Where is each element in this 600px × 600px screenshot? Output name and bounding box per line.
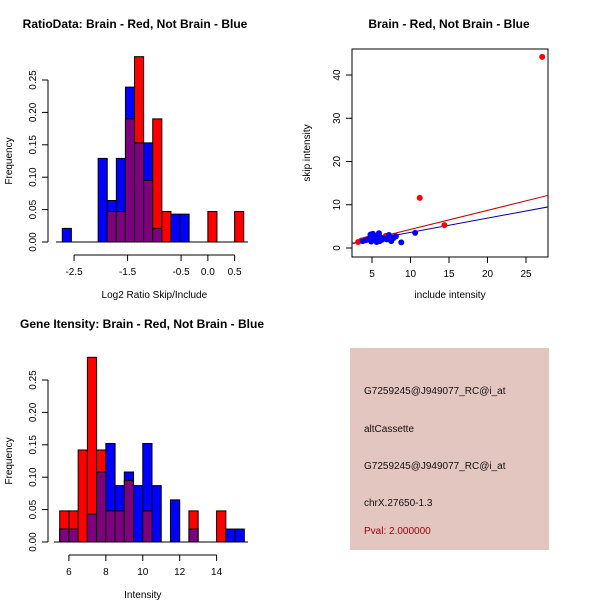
- y-tick-label: 0.15: [28, 135, 39, 155]
- y-tick-label: 0.00: [28, 232, 39, 252]
- y-tick-label: 40: [332, 69, 343, 81]
- bar-brain: [207, 211, 218, 243]
- bar-not-brain: [133, 485, 144, 543]
- y-axis-label: skip intensity: [302, 124, 313, 181]
- y-tick-label: 0: [332, 245, 343, 251]
- point-not-brain: [385, 232, 392, 239]
- bar-not-brain: [234, 528, 245, 543]
- point-not-brain: [368, 238, 375, 245]
- point-not-brain: [376, 238, 383, 245]
- bar-not-brain: [97, 157, 108, 243]
- bar-not-brain: [179, 213, 190, 243]
- x-axis-label: include intensity: [414, 290, 485, 301]
- chart-title: Brain - Red, Not Brain - Blue: [368, 17, 530, 31]
- x-tick-label: 14: [211, 567, 223, 578]
- x-tick-label: 25: [520, 269, 532, 280]
- x-axis-label: Log2 Ratio Skip/Include: [102, 290, 208, 301]
- bar-overlap: [152, 227, 163, 243]
- point-brain: [539, 53, 546, 60]
- bar-overlap: [143, 179, 154, 243]
- bar-not-brain: [225, 528, 236, 543]
- x-tick-label: -2.5: [65, 267, 83, 278]
- y-axis-label: Frequency: [4, 137, 15, 184]
- y-tick-label: 0.15: [28, 435, 39, 455]
- x-tick-label: 10: [405, 269, 417, 280]
- x-tick-label: 6: [66, 567, 72, 578]
- x-tick-label: -0.5: [172, 267, 190, 278]
- x-tick-label: 15: [443, 269, 455, 280]
- bar-overlap: [96, 471, 107, 543]
- x-tick-label: 20: [482, 269, 494, 280]
- bar-not-brain: [169, 499, 181, 543]
- bar-overlap: [59, 528, 70, 543]
- chart-title: RatioData: Brain - Red, Not Brain - Blue: [23, 17, 248, 31]
- point-not-brain: [412, 229, 419, 236]
- event-type: altCassette: [364, 424, 415, 435]
- bar-brain: [77, 449, 88, 543]
- bar-brain: [234, 211, 245, 243]
- bar-overlap: [188, 528, 199, 543]
- y-tick-label: 0.20: [28, 102, 39, 122]
- y-tick-label: 0.10: [28, 167, 39, 187]
- bar-overlap: [105, 510, 116, 543]
- x-tick-label: 10: [137, 567, 149, 578]
- bar-brain: [161, 211, 172, 243]
- bar-overlap: [106, 211, 117, 243]
- x-tick-label: 0.0: [201, 267, 215, 278]
- bar-not-brain: [61, 227, 72, 243]
- info-panel: G7259245@J949077_RC@i_at altCassette G72…: [350, 348, 549, 550]
- x-tick-label: 8: [103, 567, 109, 578]
- bar-brain: [216, 510, 227, 543]
- bar-not-brain: [151, 485, 162, 543]
- point-brain: [416, 194, 423, 201]
- x-tick-label: -1.5: [119, 267, 137, 278]
- x-tick-label: 5: [369, 269, 375, 280]
- y-tick-label: 0.00: [28, 532, 39, 552]
- y-tick-label: 20: [332, 156, 343, 168]
- y-axis-label: Frequency: [4, 437, 15, 484]
- bar-overlap: [115, 211, 126, 243]
- point-brain: [441, 222, 448, 229]
- pval: Pval: 2.000000: [364, 526, 431, 537]
- bar-overlap: [114, 510, 125, 543]
- plot-frame: [351, 48, 549, 258]
- point-not-brain: [392, 233, 399, 240]
- point-not-brain: [398, 239, 405, 246]
- y-tick-label: 0.25: [28, 370, 39, 390]
- probe-id-2: G7259245@J949077_RC@i_at: [364, 461, 506, 472]
- y-tick-label: 30: [332, 112, 343, 124]
- probe-id: G7259245@J949077_RC@i_at: [364, 386, 506, 397]
- bar-overlap: [124, 118, 136, 243]
- bar-brain: [152, 118, 163, 243]
- chart-title: Gene Itensity: Brain - Red, Not Brain - …: [20, 317, 264, 331]
- location: chrX.27650-1.3: [364, 498, 433, 509]
- x-tick-label: 12: [174, 567, 186, 578]
- bar-overlap: [142, 510, 153, 543]
- y-tick-label: 0.10: [28, 467, 39, 487]
- x-tick-label: 0.5: [228, 267, 242, 278]
- y-tick-label: 0.25: [28, 70, 39, 90]
- bar-not-brain: [170, 213, 181, 243]
- x-axis-label: Intensity: [124, 590, 161, 600]
- bar-overlap: [68, 528, 79, 543]
- y-tick-label: 0.05: [28, 199, 39, 219]
- bar-overlap: [134, 142, 145, 243]
- bar-overlap: [86, 513, 98, 543]
- bar-overlap: [123, 479, 135, 543]
- y-tick-label: 0.05: [28, 499, 39, 519]
- point-not-brain: [369, 230, 376, 237]
- y-tick-label: 0.20: [28, 402, 39, 422]
- y-tick-label: 10: [332, 199, 343, 211]
